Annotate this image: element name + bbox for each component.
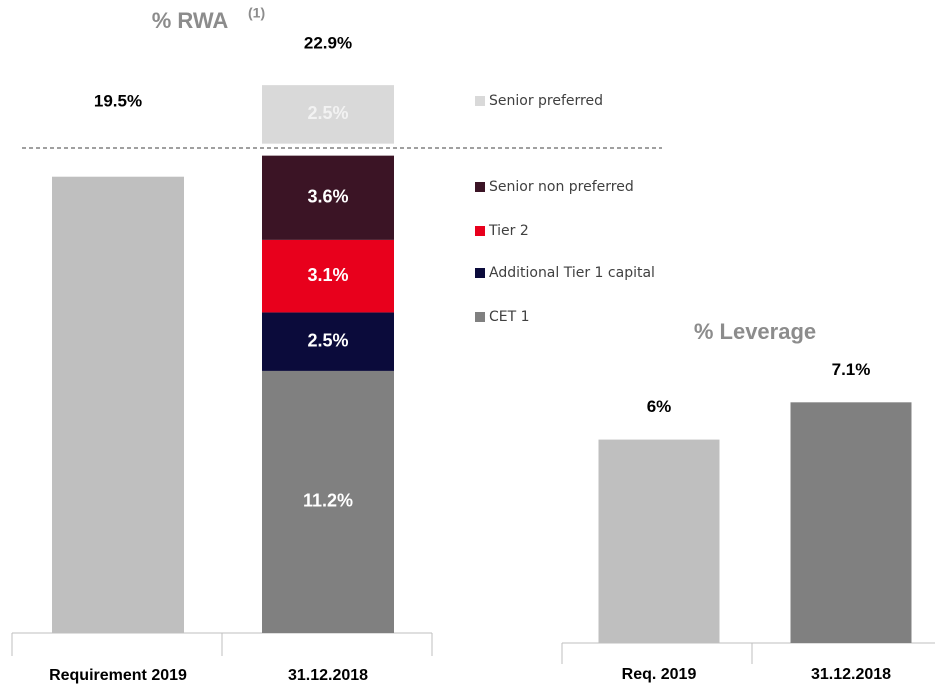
total-label: 19.5% xyxy=(94,91,142,110)
legend-swatch xyxy=(475,226,485,236)
segment-label: 2.5% xyxy=(307,103,348,123)
segment-label: 11.2% xyxy=(303,491,353,511)
legend-label: Tier 2 xyxy=(488,223,529,239)
legend-swatch xyxy=(475,312,485,322)
bar-segment xyxy=(262,370,394,633)
bar xyxy=(790,402,912,643)
x-tick-label: Requirement 2019 xyxy=(49,667,187,684)
chart-title: % RWA xyxy=(152,8,229,33)
x-tick-label: 31.12.2018 xyxy=(811,666,891,683)
legend-swatch xyxy=(475,182,485,192)
legend-label: Senior non preferred xyxy=(489,179,634,195)
legend-swatch xyxy=(475,268,485,278)
bar-segment xyxy=(262,85,394,144)
legend-label: Additional Tier 1 capital xyxy=(489,265,655,281)
bar xyxy=(52,176,184,633)
legend-label: CET 1 xyxy=(489,309,530,325)
x-tick-label: 31.12.2018 xyxy=(288,667,368,684)
legend-swatch xyxy=(475,96,485,106)
value-label: 7.1% xyxy=(832,360,871,379)
legend-label: Senior preferred xyxy=(489,93,603,109)
chart-title: % Leverage xyxy=(694,319,816,344)
bar-segment xyxy=(262,312,394,371)
x-tick-label: Req. 2019 xyxy=(622,666,697,683)
segment-label: 3.1% xyxy=(307,265,348,285)
bar-segment xyxy=(262,155,394,240)
total-label: 22.9% xyxy=(304,33,352,52)
segment-label: 3.6% xyxy=(307,187,348,207)
bar-segment xyxy=(262,239,394,313)
value-label: 6% xyxy=(647,397,672,416)
segment-label: 2.5% xyxy=(307,330,348,350)
bar xyxy=(598,439,720,643)
title-superscript: (1) xyxy=(248,5,265,21)
